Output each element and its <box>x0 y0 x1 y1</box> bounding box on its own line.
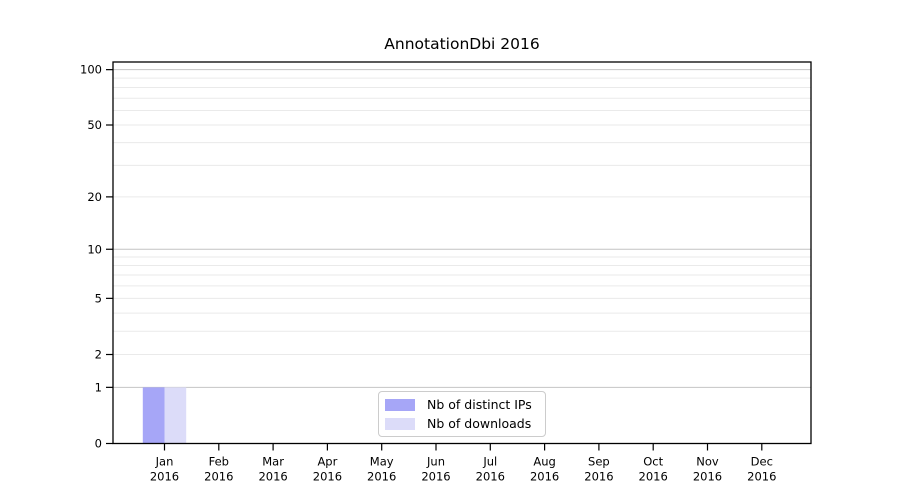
x-tick-label-month: Mar <box>262 455 284 469</box>
x-tick-label-year: 2016 <box>530 470 559 484</box>
x-tick-label-year: 2016 <box>258 470 287 484</box>
y-tick-label: 20 <box>87 190 102 204</box>
legend: Nb of distinct IPs Nb of downloads <box>378 391 546 437</box>
x-tick-label-year: 2016 <box>584 470 613 484</box>
x-tick-label-year: 2016 <box>421 470 450 484</box>
bar-downloads-jan <box>164 387 187 444</box>
legend-label-distinct-ips: Nb of distinct IPs <box>427 397 532 412</box>
y-tick-label: 1 <box>95 380 102 394</box>
legend-item-downloads: Nb of downloads <box>385 416 545 431</box>
x-tick-label-year: 2016 <box>367 470 396 484</box>
y-tick-label: 50 <box>87 118 102 132</box>
bar-distinct-ips-jan <box>142 387 165 444</box>
x-tick-label-month: Nov <box>696 455 719 469</box>
x-tick-label-month: May <box>370 455 394 469</box>
legend-swatch-downloads <box>385 417 415 430</box>
legend-label-downloads: Nb of downloads <box>427 416 532 431</box>
y-tick-label: 0 <box>95 437 102 451</box>
x-tick-label-month: Apr <box>317 455 337 469</box>
x-tick-label-month: Jun <box>426 455 445 469</box>
x-tick-label-month: Oct <box>643 455 663 469</box>
x-tick-label-month: Dec <box>751 455 773 469</box>
x-tick-label-year: 2016 <box>639 470 668 484</box>
x-tick-label-year: 2016 <box>150 470 179 484</box>
x-tick-label-year: 2016 <box>693 470 722 484</box>
x-tick-label-year: 2016 <box>313 470 342 484</box>
x-tick-label-month: Feb <box>209 455 229 469</box>
x-tick-label-year: 2016 <box>747 470 776 484</box>
x-tick-label-month: Jan <box>155 455 174 469</box>
y-tick-label: 5 <box>95 291 102 305</box>
plot-border <box>112 61 812 445</box>
x-tick-label-month: Aug <box>533 455 555 469</box>
y-tick-label: 2 <box>95 348 102 362</box>
y-tick-label: 10 <box>87 242 102 256</box>
x-tick-label-year: 2016 <box>476 470 505 484</box>
legend-swatch-distinct-ips <box>385 398 415 411</box>
x-tick-label-month: Jul <box>482 455 497 469</box>
x-tick-label-year: 2016 <box>204 470 233 484</box>
chart-title: AnnotationDbi 2016 <box>384 35 540 53</box>
legend-item-distinct-ips: Nb of distinct IPs <box>385 397 545 412</box>
x-tick-label-month: Sep <box>588 455 610 469</box>
y-tick-label: 100 <box>80 63 102 77</box>
